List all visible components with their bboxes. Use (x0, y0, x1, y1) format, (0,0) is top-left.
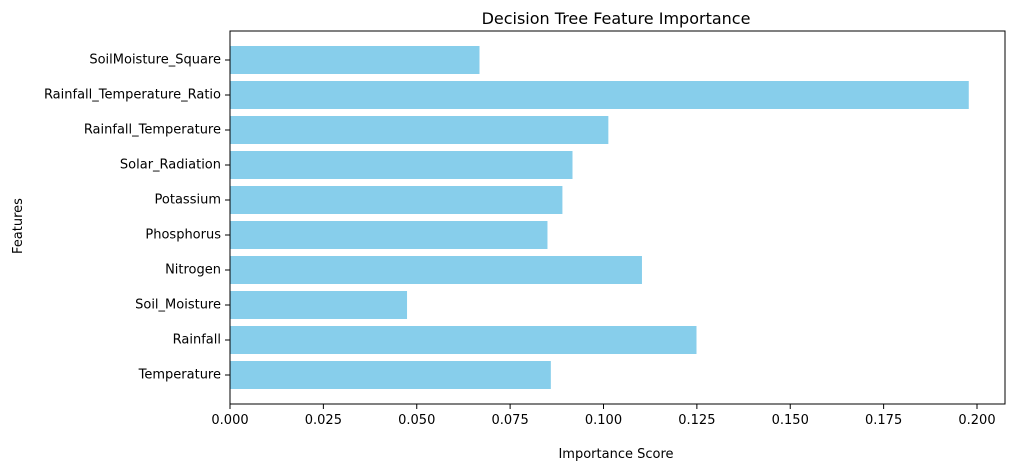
x-tick-label: 0.100 (585, 413, 622, 428)
y-tick-label: Soil_Moisture (135, 298, 221, 313)
y-tick-label: Rainfall (173, 333, 221, 348)
bar-rainfall-temperature (230, 116, 609, 144)
y-tick-label: Nitrogen (165, 263, 221, 278)
bar-rainfall (230, 326, 697, 354)
y-tick-label: Potassium (155, 193, 221, 208)
bar-temperature (230, 361, 551, 389)
x-tick-label: 0.025 (305, 413, 342, 428)
x-tick-label: 0.175 (865, 413, 902, 428)
x-tick-label: 0.150 (772, 413, 809, 428)
bar-soil-moisture (230, 291, 408, 319)
y-tick-label: Phosphorus (145, 228, 221, 243)
y-tick-label: Solar_Radiation (120, 158, 221, 173)
y-tick-label: Rainfall_Temperature_Ratio (44, 88, 221, 103)
bar-soilmoisture-square (230, 46, 480, 74)
bar-rainfall-temperature-ratio (230, 81, 969, 109)
x-tick-label: 0.125 (678, 413, 715, 428)
chart-title: Decision Tree Feature Importance (482, 9, 751, 28)
y-axis: Temperature Rainfall Soil_Moisture Nitrogen… (44, 53, 230, 383)
x-tick-label: 0.200 (958, 413, 995, 428)
bars-layer (230, 46, 969, 389)
bar-nitrogen (230, 256, 642, 284)
x-tick-label: 0.000 (211, 413, 248, 428)
y-axis-label: Features (11, 198, 26, 254)
x-axis: 0.000 0.025 0.050 0.075 0.100 0.125 0.150 0.175… (211, 404, 996, 428)
x-axis-label: Importance Score (558, 447, 673, 462)
bar-solar-radiation (230, 151, 573, 179)
plot-frame (229, 30, 1006, 405)
x-tick-label: 0.075 (492, 413, 529, 428)
x-tick-label: 0.050 (398, 413, 435, 428)
bar-phosphorus (230, 221, 548, 249)
y-tick-label: Rainfall_Temperature (84, 123, 221, 138)
bar-potassium (230, 186, 563, 214)
y-tick-label: Temperature (138, 368, 221, 383)
y-tick-label: SoilMoisture_Square (89, 53, 221, 68)
